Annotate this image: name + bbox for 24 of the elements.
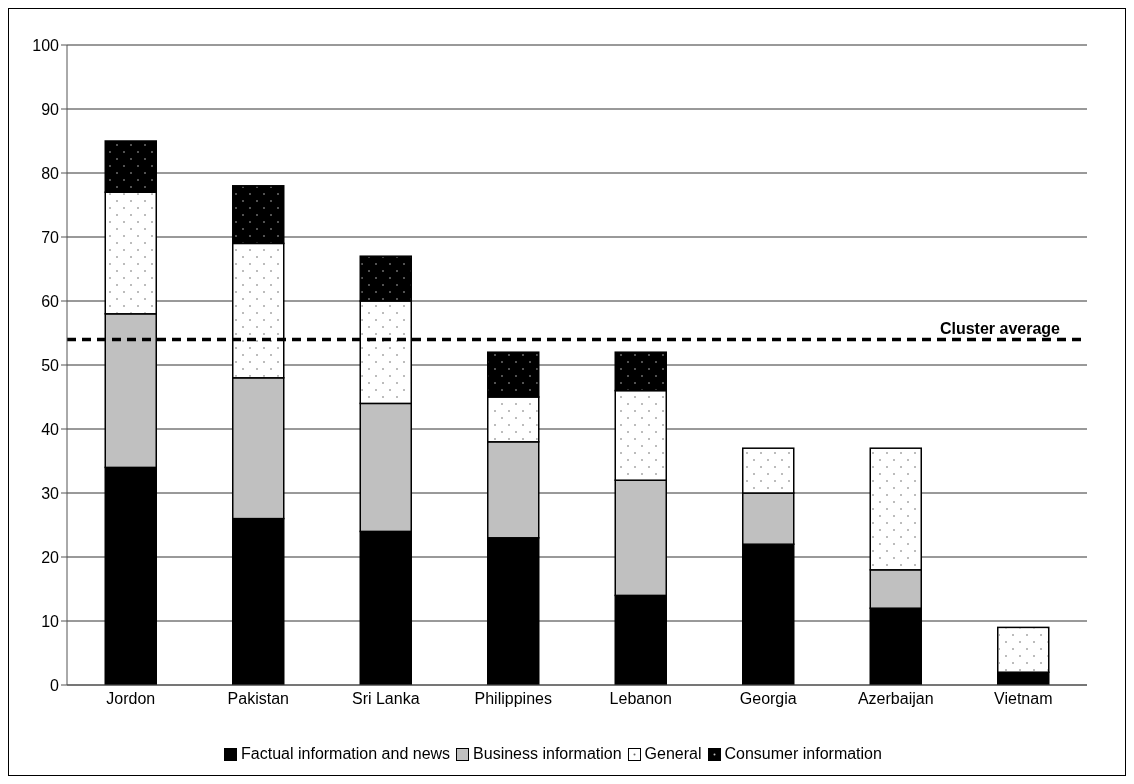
y-tick-label: 10: [41, 612, 60, 630]
y-tick-label: 80: [41, 164, 60, 182]
x-tick-label: Sri Lanka: [351, 690, 420, 708]
ref-line-label: Cluster average: [939, 320, 1061, 338]
x-tick-label: Pakistan: [227, 690, 289, 708]
x-tick-label: Vietnam: [994, 690, 1053, 708]
y-tick-label: 60: [41, 292, 60, 310]
x-tick-label: Georgia: [739, 690, 797, 708]
y-tick-label: 20: [41, 548, 60, 566]
x-tick-label: Jordon: [106, 690, 156, 708]
y-tick-label: 50: [41, 356, 60, 374]
x-tick-label: Azerbaijan: [857, 690, 934, 708]
y-tick-label: 30: [41, 484, 60, 502]
x-tick-label: Philippines: [474, 690, 552, 708]
x-tick-label: Lebanon: [609, 690, 672, 708]
y-tick-label: 100: [32, 36, 60, 54]
legend-label: Factual information and news: [241, 745, 451, 763]
legend-label: Consumer information: [724, 745, 882, 763]
y-tick-label: 90: [41, 100, 60, 118]
y-tick-label: 0: [50, 676, 60, 694]
y-tick-label: 40: [41, 420, 60, 438]
legend-label: Business information: [473, 745, 622, 763]
y-tick-label: 70: [41, 228, 60, 246]
legend-label: General: [644, 745, 702, 763]
